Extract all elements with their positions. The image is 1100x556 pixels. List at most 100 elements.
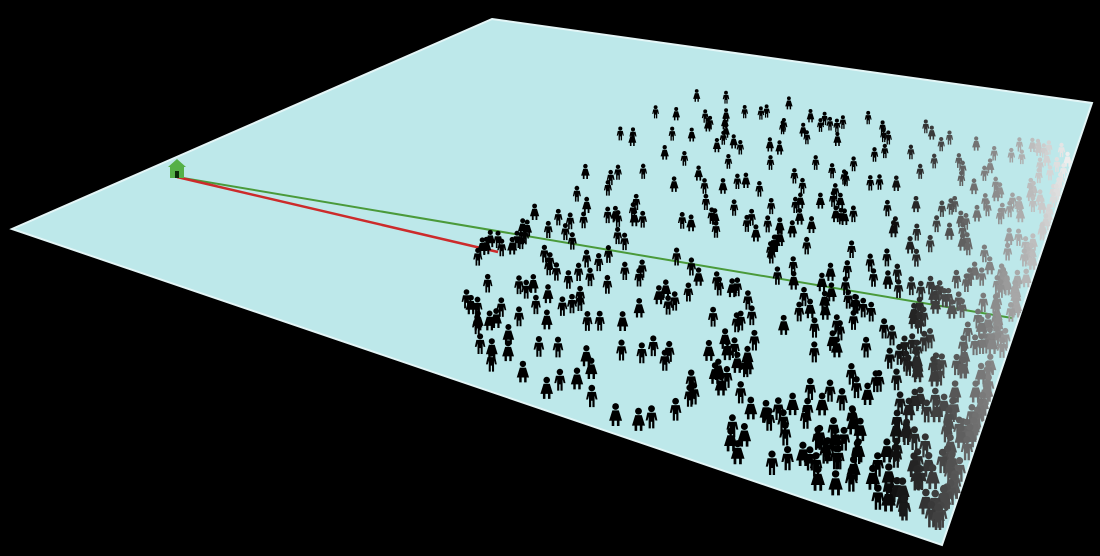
person-icon	[554, 368, 566, 391]
person-icon	[905, 236, 916, 254]
person-icon	[567, 232, 577, 250]
person-icon	[860, 336, 872, 358]
person-icon	[920, 399, 933, 423]
person-icon	[1042, 151, 1051, 167]
person-icon	[946, 299, 958, 319]
person-icon	[911, 360, 924, 383]
person-icon	[628, 131, 637, 146]
person-icon	[915, 280, 926, 300]
person-icon	[829, 190, 838, 207]
person-icon	[765, 450, 779, 475]
person-icon	[851, 294, 862, 314]
person-icon	[841, 170, 850, 187]
person-icon	[799, 122, 808, 137]
person-icon	[652, 105, 659, 119]
person-icon	[858, 297, 869, 318]
person-icon	[629, 209, 640, 227]
person-icon	[849, 156, 858, 172]
person-icon	[736, 140, 744, 155]
person-icon	[1045, 140, 1053, 155]
person-icon	[837, 426, 851, 451]
person-icon	[594, 253, 604, 272]
person-icon	[482, 273, 493, 293]
person-icon	[766, 245, 776, 264]
person-icon	[892, 263, 903, 283]
person-icon	[668, 126, 676, 141]
person-icon	[693, 267, 704, 286]
person-icon	[808, 341, 820, 363]
person-icon	[991, 185, 1001, 202]
house-icon[interactable]	[168, 159, 186, 178]
person-icon	[529, 203, 540, 220]
person-icon	[969, 334, 981, 356]
person-icon	[835, 192, 845, 209]
person-icon	[969, 178, 979, 195]
person-icon	[544, 257, 554, 276]
person-icon	[799, 405, 812, 429]
person-icon	[889, 443, 903, 468]
person-icon	[582, 196, 592, 213]
person-icon	[825, 262, 836, 281]
person-icon	[708, 362, 722, 384]
person-icon	[819, 300, 831, 320]
person-icon	[472, 314, 483, 335]
person-icon	[708, 306, 719, 327]
person-icon	[983, 199, 992, 217]
person-icon	[485, 350, 497, 372]
person-icon	[839, 115, 847, 129]
person-icon	[647, 335, 659, 357]
person-icon	[585, 357, 598, 380]
person-icon	[804, 377, 816, 401]
house-roof	[168, 159, 186, 167]
person-icon	[1004, 227, 1015, 246]
person-icon	[893, 343, 905, 365]
person-icon	[911, 195, 921, 213]
person-icon	[930, 153, 938, 169]
person-icon	[843, 289, 854, 309]
red-path-line	[176, 175, 499, 254]
person-icon	[826, 116, 834, 131]
person-icon	[602, 274, 613, 294]
person-icon	[561, 223, 570, 241]
person-icon	[729, 199, 739, 216]
person-icon	[513, 306, 525, 327]
person-icon	[683, 384, 696, 407]
person-icon	[516, 231, 526, 250]
person-icon	[516, 360, 530, 383]
person-icon	[474, 333, 486, 354]
person-icon	[694, 165, 703, 181]
person-icon	[594, 310, 605, 331]
person-icon	[1019, 248, 1029, 267]
person-icon	[978, 292, 989, 312]
person-icon	[669, 397, 682, 421]
person-icon	[937, 200, 947, 217]
person-icon	[660, 279, 672, 299]
person-icon	[802, 236, 812, 255]
person-icon	[809, 317, 820, 338]
person-icon	[731, 312, 742, 333]
person-icon	[1034, 167, 1043, 184]
person-icon	[811, 155, 820, 170]
person-icon	[1027, 251, 1038, 270]
person-icon	[1020, 268, 1032, 288]
person-icon	[961, 273, 972, 293]
person-icon	[957, 170, 966, 187]
person-icon	[502, 340, 515, 362]
person-icon	[586, 384, 598, 408]
person-icon	[729, 337, 740, 359]
person-icon	[1002, 276, 1012, 296]
person-icon	[620, 261, 630, 280]
person-icon	[541, 309, 553, 330]
person-icon	[1046, 165, 1054, 181]
person-icon	[882, 270, 894, 289]
person-icon	[483, 310, 496, 331]
person-icon	[828, 163, 836, 179]
person-icon	[757, 106, 765, 120]
person-icon	[514, 275, 524, 295]
person-icon	[790, 168, 799, 184]
person-icon	[786, 392, 799, 416]
person-icon	[1028, 137, 1037, 153]
person-icon	[632, 193, 641, 211]
